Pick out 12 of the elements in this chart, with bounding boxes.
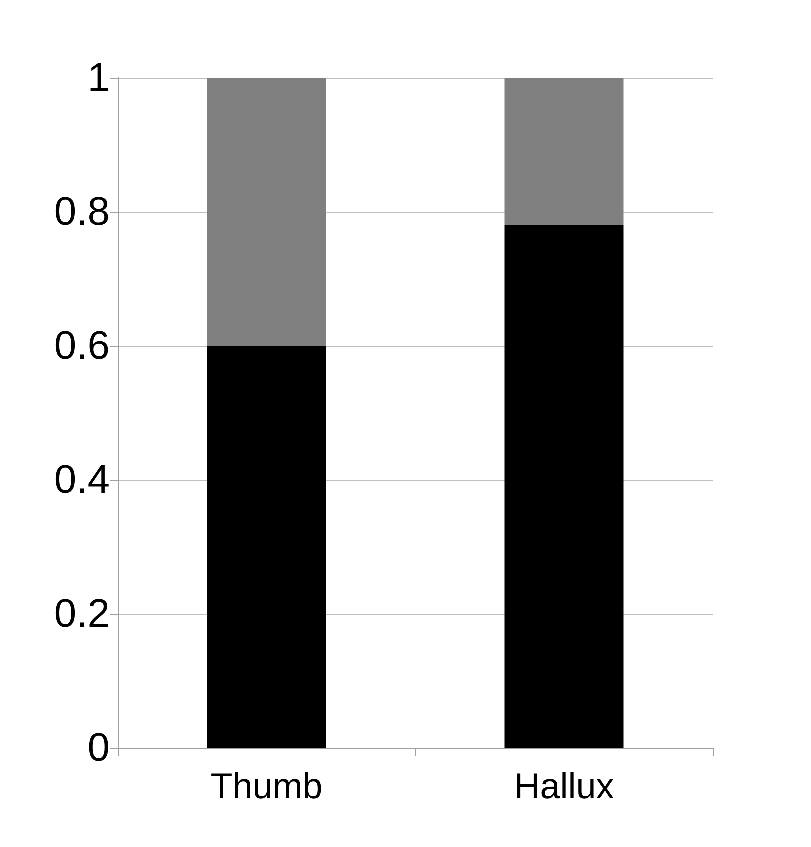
y-tick-label: 0.6 — [54, 324, 110, 368]
y-tick-label: 0.4 — [54, 458, 110, 502]
x-tick-label: Thumb — [210, 766, 323, 806]
y-tick-label: 1 — [88, 56, 110, 100]
bar — [504, 225, 624, 748]
bar — [207, 346, 326, 748]
y-tick-label: 0 — [88, 726, 110, 770]
bar — [504, 78, 624, 226]
bar — [207, 78, 326, 346]
y-tick-label: 0.8 — [54, 190, 110, 234]
y-tick-label: 0.2 — [54, 592, 110, 636]
x-tick-label: Hallux — [514, 766, 614, 806]
